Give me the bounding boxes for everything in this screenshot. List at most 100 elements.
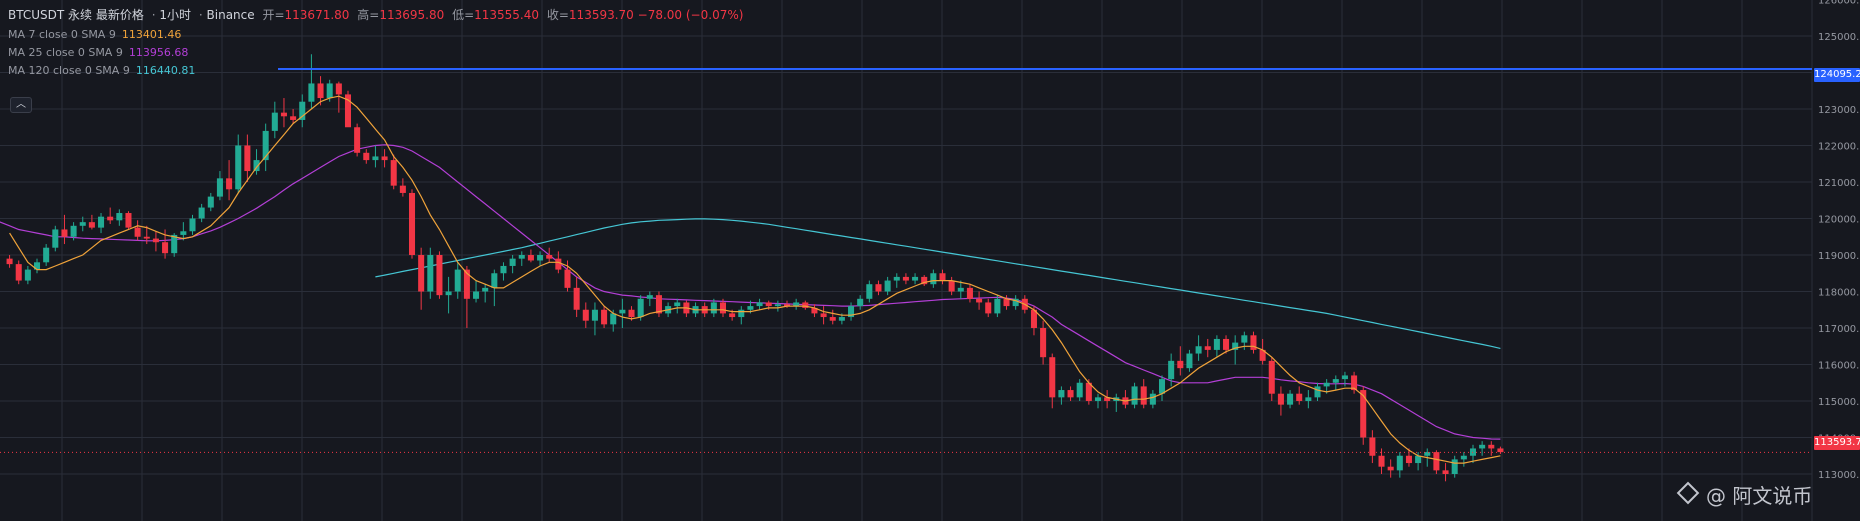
candle-body[interactable] xyxy=(15,264,22,281)
interval-label[interactable]: 1小时 xyxy=(159,8,192,22)
candle-body[interactable] xyxy=(1314,386,1321,398)
candle-body[interactable] xyxy=(1387,466,1394,471)
candle-body[interactable] xyxy=(838,317,845,321)
candle-body[interactable] xyxy=(1076,382,1083,398)
candle-body[interactable] xyxy=(518,255,525,259)
candle-body[interactable] xyxy=(79,222,86,226)
candle-body[interactable] xyxy=(335,83,342,95)
candle-body[interactable] xyxy=(61,229,68,237)
candle-body[interactable] xyxy=(893,276,900,281)
candle-body[interactable] xyxy=(1488,444,1495,449)
candle-body[interactable] xyxy=(1104,397,1111,401)
candle-body[interactable] xyxy=(344,94,352,128)
candle-body[interactable] xyxy=(262,130,269,161)
candle-body[interactable] xyxy=(646,295,653,299)
candle-body[interactable] xyxy=(1003,298,1010,307)
candle-body[interactable] xyxy=(244,145,251,172)
candle-body[interactable] xyxy=(152,238,159,243)
candle-body[interactable] xyxy=(43,247,50,263)
candle-body[interactable] xyxy=(738,309,745,318)
candle-body[interactable] xyxy=(1433,452,1440,471)
candle-body[interactable] xyxy=(875,284,882,292)
hline-price-tag[interactable]: 124095.25 xyxy=(1814,68,1860,82)
candle-body[interactable] xyxy=(957,287,964,292)
candle-body[interactable] xyxy=(1287,393,1294,405)
candle-body[interactable] xyxy=(1305,397,1312,401)
candle-body[interactable] xyxy=(1424,452,1431,456)
candle-body[interactable] xyxy=(24,269,31,281)
candle-body[interactable] xyxy=(1369,437,1376,456)
candle-body[interactable] xyxy=(1094,397,1102,401)
candle-body[interactable] xyxy=(1497,448,1504,453)
candle-body[interactable] xyxy=(1323,382,1330,387)
candle-body[interactable] xyxy=(70,225,77,237)
candle-body[interactable] xyxy=(1085,382,1092,401)
candle-body[interactable] xyxy=(939,273,946,281)
candle-body[interactable] xyxy=(107,216,114,221)
candle-body[interactable] xyxy=(143,236,150,239)
candle-body[interactable] xyxy=(719,302,727,314)
candle-body[interactable] xyxy=(1241,335,1248,343)
candle-body[interactable] xyxy=(546,255,553,259)
candle-body[interactable] xyxy=(537,255,544,261)
candle-body[interactable] xyxy=(1405,455,1412,464)
candle-body[interactable] xyxy=(226,178,233,190)
candle-body[interactable] xyxy=(180,231,187,235)
candle-body[interactable] xyxy=(1277,393,1284,405)
candle-body[interactable] xyxy=(418,255,425,292)
candle-body[interactable] xyxy=(820,313,827,318)
candle-body[interactable] xyxy=(1140,386,1147,405)
candle-body[interactable] xyxy=(317,83,324,99)
candle-body[interactable] xyxy=(793,302,800,307)
candle-body[interactable] xyxy=(1049,357,1056,398)
candle-body[interactable] xyxy=(985,302,992,314)
collapse-legend-button[interactable]: ︿ xyxy=(10,97,32,113)
candle-body[interactable] xyxy=(976,298,983,303)
candle-body[interactable] xyxy=(930,273,937,285)
candle-body[interactable] xyxy=(1223,338,1230,350)
candle-body[interactable] xyxy=(454,269,461,292)
candle-body[interactable] xyxy=(619,309,626,314)
candle-body[interactable] xyxy=(884,280,891,292)
candle-body[interactable] xyxy=(308,83,315,102)
candle-body[interactable] xyxy=(427,255,434,292)
candle-body[interactable] xyxy=(866,284,873,299)
candle-body[interactable] xyxy=(381,156,388,161)
candle-body[interactable] xyxy=(848,306,855,318)
candle-body[interactable] xyxy=(1451,459,1458,474)
candle-body[interactable] xyxy=(912,276,919,281)
candle-body[interactable] xyxy=(1479,444,1486,449)
candle-body[interactable] xyxy=(52,229,59,248)
candle-body[interactable] xyxy=(756,302,763,307)
candle-body[interactable] xyxy=(1232,342,1239,350)
candle-body[interactable] xyxy=(783,304,791,307)
candle-body[interactable] xyxy=(555,258,562,270)
candle-body[interactable] xyxy=(235,145,242,190)
candle-body[interactable] xyxy=(482,287,489,292)
candle-body[interactable] xyxy=(1030,309,1037,328)
candle-body[interactable] xyxy=(1332,379,1339,383)
candle-body[interactable] xyxy=(1268,360,1275,394)
candle-body[interactable] xyxy=(774,304,781,307)
candle-body[interactable] xyxy=(1040,328,1047,358)
candle-body[interactable] xyxy=(1067,390,1074,398)
candle-body[interactable] xyxy=(628,309,635,318)
candle-body[interactable] xyxy=(207,196,214,208)
candle-body[interactable] xyxy=(1415,455,1422,464)
candle-body[interactable] xyxy=(948,280,955,292)
candle-body[interactable] xyxy=(829,317,836,321)
candle-body[interactable] xyxy=(299,101,306,120)
candle-body[interactable] xyxy=(747,306,754,310)
candle-body[interactable] xyxy=(408,192,416,255)
candle-body[interactable] xyxy=(1378,455,1385,467)
candle-body[interactable] xyxy=(921,276,928,285)
candle-body[interactable] xyxy=(1177,360,1184,369)
candle-body[interactable] xyxy=(436,255,443,296)
candle-body[interactable] xyxy=(1186,353,1193,369)
candle-body[interactable] xyxy=(1360,390,1367,438)
candle-body[interactable] xyxy=(902,276,909,281)
ma7-legend[interactable]: MA 7 close 0 SMA 9 113401.46 xyxy=(8,28,181,41)
candle-body[interactable] xyxy=(88,222,95,228)
candle-body[interactable] xyxy=(655,295,662,314)
candle-body[interactable] xyxy=(1296,393,1303,401)
